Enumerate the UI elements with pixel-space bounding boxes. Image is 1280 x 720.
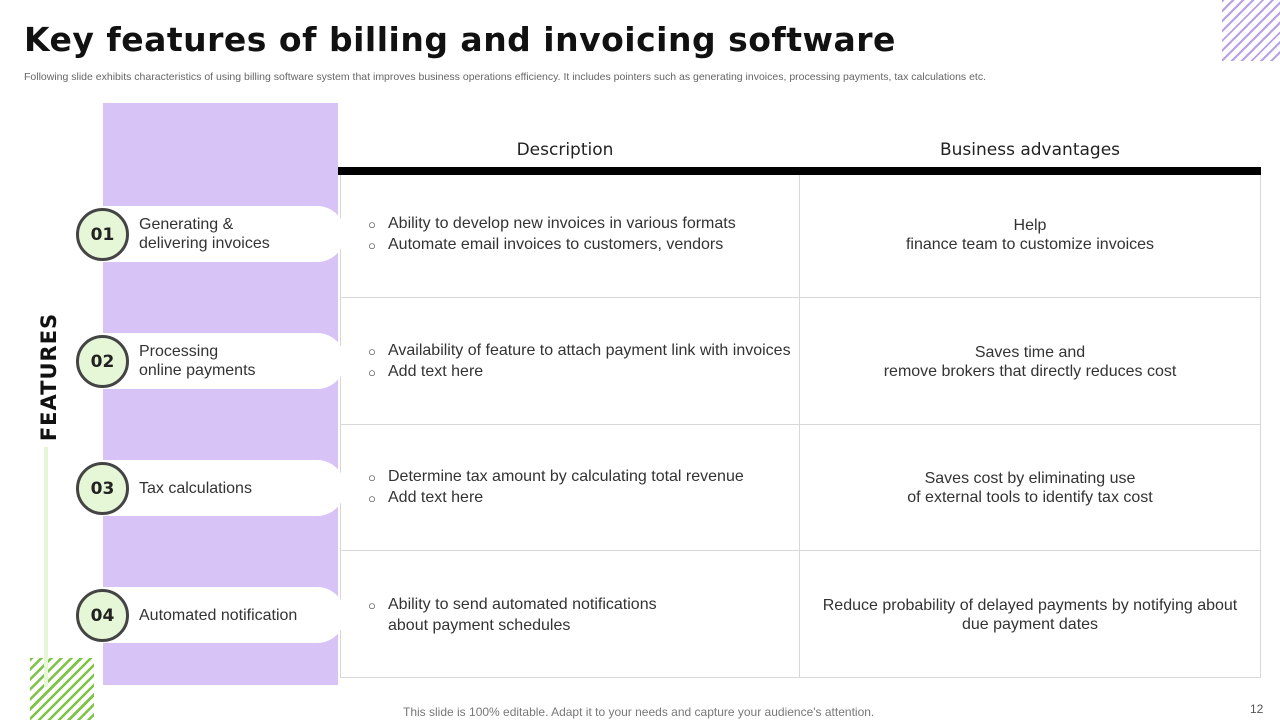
feature-name-line: Automated notification (139, 606, 298, 624)
advantage-cell: Saves time and remove brokers that direc… (883, 344, 1177, 380)
feature-number-badge: 04 (76, 589, 129, 642)
decorative-hatch-top-right (1222, 0, 1280, 61)
description-bullet: ○ Determine tax amount by calculating tot… (368, 467, 798, 488)
decorative-green-line (44, 447, 48, 687)
feature-number-badge: 01 (76, 208, 129, 261)
table-frame (340, 175, 1261, 678)
circle-bullet-icon: ○ (368, 470, 376, 485)
description-bullet-continuation: about payment schedules (388, 617, 571, 634)
features-side-label: FEATURES (37, 312, 61, 442)
advantage-cell: Help finance team to customize invoices (905, 217, 1155, 253)
page-subtitle: Following slide exhibits characteristics… (24, 71, 986, 83)
circle-bullet-icon: ○ (368, 217, 376, 232)
description-cell: ○ Ability to send automated notifications… (368, 552, 798, 678)
feature-name-line: Processing (139, 343, 219, 360)
advantage-cell: Saves cost by eliminating use of externa… (907, 470, 1153, 506)
circle-bullet-icon: ○ (368, 365, 376, 380)
feature-name-line: Tax calculations (139, 479, 252, 497)
decorative-hatch-bottom-left (30, 658, 94, 720)
row-divider (340, 550, 1261, 551)
column-divider (799, 175, 800, 678)
description-bullet: ○ Automate email invoices to customers, v… (368, 235, 798, 256)
description-bullet: ○ Add text here (368, 362, 798, 383)
feature-pill-tax-calculations: Tax calculations (100, 460, 345, 516)
circle-bullet-icon: ○ (368, 344, 376, 359)
column-header-advantages: Business advantages (939, 140, 1121, 160)
footer-note: This slide is 100% editable. Adapt it to… (403, 705, 875, 719)
feature-name-line: delivering invoices (139, 235, 270, 252)
feature-pill-processing-payments: Processing online payments (100, 333, 345, 389)
feature-number-badge: 03 (76, 462, 129, 515)
description-cell: ○ Ability to develop new invoices in vari… (368, 172, 798, 298)
feature-name-line: online payments (139, 362, 256, 379)
description-cell: ○ Availability of feature to attach payme… (368, 299, 798, 425)
feature-name-line: Generating & (139, 216, 234, 233)
page-title: Key features of billing and invoicing so… (24, 20, 896, 59)
advantage-cell: Reduce probability of delayed payments b… (822, 597, 1238, 633)
circle-bullet-icon: ○ (368, 238, 376, 253)
description-bullet: ○ Ability to send automated notifications (368, 595, 798, 616)
header-divider-bar (338, 167, 1261, 175)
description-cell: ○ Determine tax amount by calculating tot… (368, 425, 798, 551)
description-bullet: ○ Ability to develop new invoices in vari… (368, 214, 798, 235)
page-number: 12 (1250, 702, 1264, 716)
circle-bullet-icon: ○ (368, 491, 376, 506)
feature-pill-generating-invoices: Generating & delivering invoices (100, 206, 345, 262)
row-divider (340, 424, 1261, 425)
description-bullet: ○ Availability of feature to attach payme… (368, 341, 798, 362)
column-header-description: Description (516, 140, 614, 160)
circle-bullet-icon: ○ (368, 598, 376, 613)
row-divider (340, 297, 1261, 298)
feature-pill-automated-notification: Automated notification (100, 587, 345, 643)
feature-number-badge: 02 (76, 335, 129, 388)
description-bullet: ○ Add text here (368, 488, 798, 509)
